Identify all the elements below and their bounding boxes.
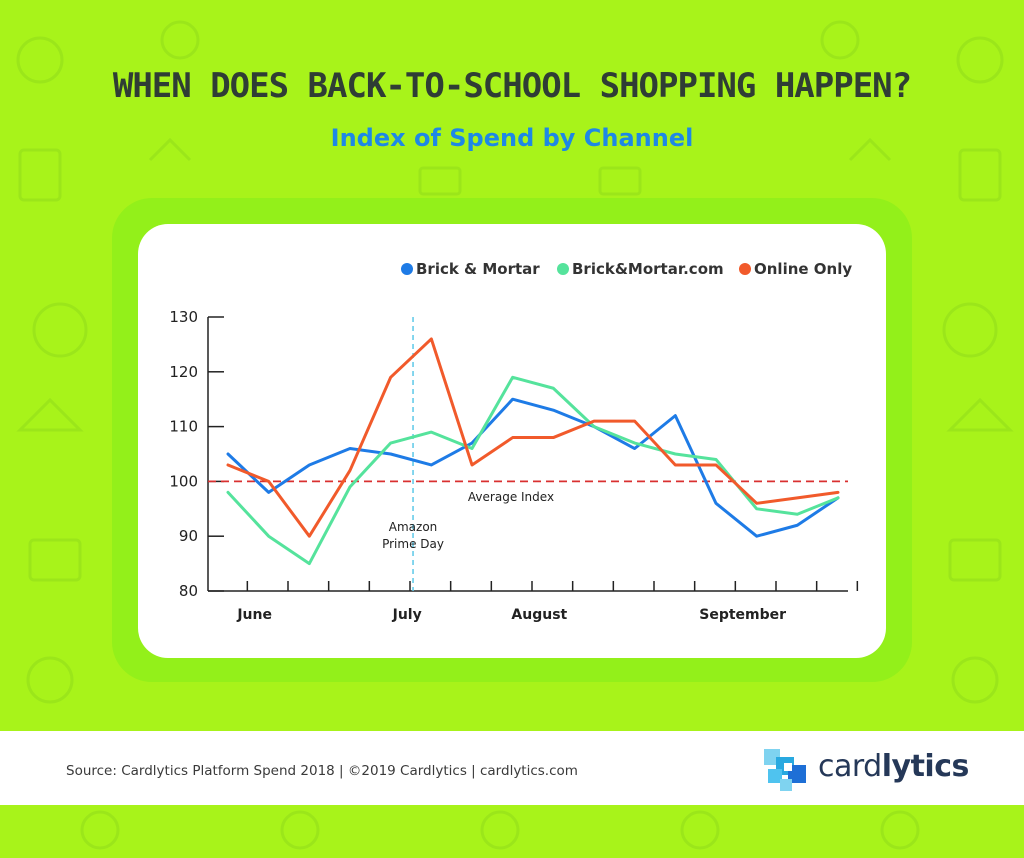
- y-tick-label: 130: [169, 308, 198, 326]
- logo-text-light: card: [818, 749, 882, 784]
- legend-marker: [401, 263, 413, 275]
- x-month-label: June: [236, 607, 272, 623]
- cardlytics-logo: cardlytics: [762, 745, 969, 795]
- x-month-label: July: [392, 607, 422, 623]
- prime-day-label: Prime Day: [382, 537, 444, 551]
- chart-card: [138, 224, 886, 658]
- legend-label: Online Only: [754, 260, 852, 278]
- x-month-label: August: [511, 607, 567, 623]
- y-tick-label: 120: [169, 363, 198, 381]
- logo-wordmark: cardlytics: [818, 749, 969, 784]
- average-index-label: Average Index: [468, 490, 554, 504]
- footer: Source: Cardlytics Platform Spend 2018 |…: [0, 731, 1024, 805]
- source-text: Source: Cardlytics Platform Spend 2018 |…: [66, 763, 578, 779]
- legend-marker: [739, 263, 751, 275]
- series-line-0: [226, 397, 840, 538]
- x-month-label: September: [699, 607, 786, 623]
- chart-subtitle: Index of Spend by Channel: [330, 124, 694, 152]
- logo-text-bold: lytics: [881, 749, 970, 784]
- page-title: WHEN DOES BACK-TO-SCHOOL SHOPPING HAPPEN…: [112, 66, 912, 106]
- prime-day-label: Amazon: [389, 520, 438, 534]
- y-tick-label: 90: [179, 527, 198, 545]
- legend-label: Brick & Mortar: [416, 260, 540, 278]
- y-tick-label: 100: [169, 472, 198, 490]
- legend-marker: [557, 263, 569, 275]
- legend-label: Brick&Mortar.com: [572, 260, 724, 278]
- y-tick-label: 110: [169, 418, 198, 436]
- series-line-2: [226, 337, 840, 538]
- cardlytics-logo-icon: [764, 749, 806, 791]
- y-tick-label: 80: [179, 582, 198, 600]
